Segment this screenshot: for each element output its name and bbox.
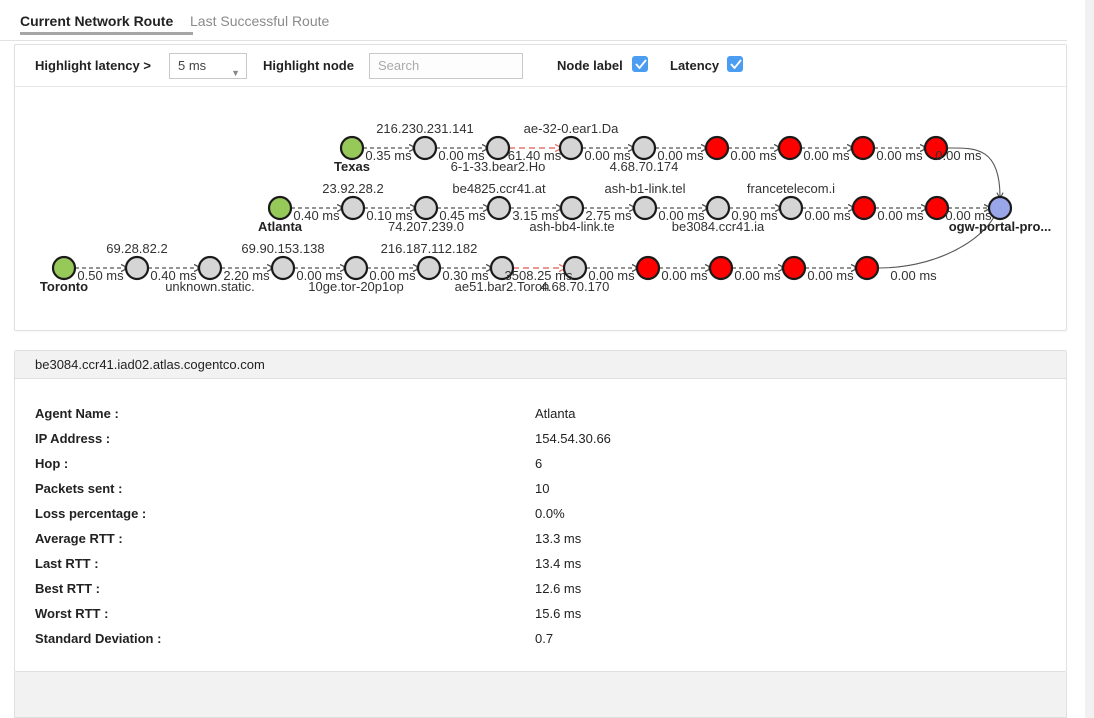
svg-text:0.00 ms: 0.00 ms [890, 268, 937, 283]
svg-text:0.00 ms: 0.00 ms [369, 268, 416, 283]
svg-text:0.00 ms: 0.00 ms [807, 268, 854, 283]
svg-text:0.00 ms: 0.00 ms [935, 148, 982, 163]
svg-text:69.90.153.138: 69.90.153.138 [241, 241, 324, 256]
svg-text:23.92.28.2: 23.92.28.2 [322, 181, 383, 196]
svg-text:0.00 ms: 0.00 ms [876, 148, 923, 163]
svg-text:0.45 ms: 0.45 ms [439, 208, 486, 223]
svg-text:0.00 ms: 0.00 ms [661, 268, 708, 283]
svg-text:0.00 ms: 0.00 ms [588, 268, 635, 283]
svg-text:be4825.ccr41.at: be4825.ccr41.at [452, 181, 546, 196]
svg-text:0.00 ms: 0.00 ms [657, 148, 704, 163]
svg-text:0.00 ms: 0.00 ms [803, 148, 850, 163]
svg-text:0.90 ms: 0.90 ms [731, 208, 778, 223]
svg-text:216.187.112.182: 216.187.112.182 [381, 241, 478, 256]
svg-text:2.20 ms: 2.20 ms [223, 268, 270, 283]
svg-text:0.00 ms: 0.00 ms [730, 148, 777, 163]
svg-text:61.40 ms: 61.40 ms [508, 148, 562, 163]
svg-text:0.00 ms: 0.00 ms [804, 208, 851, 223]
svg-text:0.40 ms: 0.40 ms [293, 208, 340, 223]
svg-text:216.230.231.141: 216.230.231.141 [376, 121, 474, 136]
svg-text:2.75 ms: 2.75 ms [585, 208, 632, 223]
svg-text:francetelecom.i: francetelecom.i [747, 181, 835, 196]
svg-text:69.28.82.2: 69.28.82.2 [106, 241, 167, 256]
svg-text:ogw-portal-pro...: ogw-portal-pro... [949, 219, 1052, 234]
svg-text:0.00 ms: 0.00 ms [877, 208, 924, 223]
svg-text:0.00 ms: 0.00 ms [734, 268, 781, 283]
svg-text:ash-b1-link.tel: ash-b1-link.tel [605, 181, 686, 196]
svg-text:0.50 ms: 0.50 ms [77, 268, 124, 283]
svg-text:ae-32-0.ear1.Da: ae-32-0.ear1.Da [524, 121, 619, 136]
svg-text:0.35 ms: 0.35 ms [365, 148, 412, 163]
